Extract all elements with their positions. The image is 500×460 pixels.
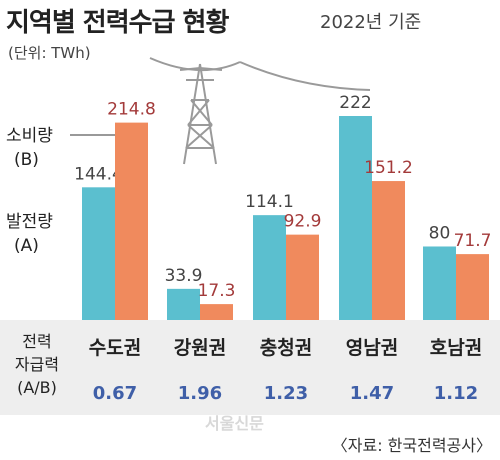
unit-label: (단위: TWh)	[8, 44, 91, 62]
legend-consumption-name: 소비량	[6, 126, 53, 146]
region-name-0: 수도권	[88, 337, 142, 359]
region-name-4: 호남권	[429, 337, 483, 359]
self-sufficiency-value-1: 1.96	[177, 383, 223, 404]
self-sufficiency-band	[0, 320, 500, 415]
self-sufficiency-value-4: 1.12	[433, 383, 479, 404]
generation-value-0: 144.4	[74, 164, 123, 184]
region-name-2: 충청권	[259, 337, 313, 359]
legend-consumption-code: (B)	[14, 150, 39, 170]
consumption-value-0: 214.8	[107, 100, 156, 120]
self-sufficiency-value-3: 1.47	[349, 383, 395, 404]
generation-bar-2	[253, 215, 286, 320]
generation-bar-4	[423, 246, 456, 320]
watermark: 서울신문	[205, 414, 264, 433]
consumption-value-3: 151.2	[364, 158, 413, 178]
generation-value-3: 222	[339, 93, 371, 113]
generation-bar-3	[339, 116, 372, 320]
ratio-label-line1: 전력	[22, 332, 52, 351]
region-name-1: 강원권	[173, 337, 227, 359]
generation-value-2: 114.1	[245, 192, 294, 212]
chart-title: 지역별 전력수급 현황	[6, 8, 229, 38]
base-year: 2022년 기준	[320, 12, 422, 33]
bars-group: 144.4 214.8 33.917.3 114.192.9 222 151.2 80 71.…	[74, 93, 492, 321]
self-sufficiency-label: 전력 자급력 (A/B)	[4, 330, 70, 399]
consumption-bar-1	[200, 304, 233, 320]
ratio-label-line3: (A/B)	[17, 378, 57, 397]
legend-generation-code: (A)	[14, 236, 39, 256]
consumption-bar-4	[456, 254, 489, 320]
generation-bar-0	[82, 187, 115, 320]
ratio-label-line2: 자급력	[14, 355, 60, 374]
legend-generation-name: 발전량	[6, 212, 53, 232]
consumption-value-2: 92.9	[284, 212, 322, 232]
region-name-3: 영남권	[345, 337, 399, 359]
source-note: 〈자료: 한국전력공사〉	[331, 436, 492, 455]
consumption-value-1: 17.3	[198, 281, 236, 301]
consumption-value-4: 71.7	[454, 231, 492, 251]
generation-bar-1	[167, 288, 200, 320]
power-tower-icon	[149, 57, 371, 165]
consumption-bar-0	[115, 122, 148, 321]
generation-value-4: 80	[429, 223, 451, 243]
self-sufficiency-value-2: 1.23	[263, 383, 309, 404]
self-sufficiency-value-0: 0.67	[92, 383, 138, 404]
consumption-bar-3	[372, 181, 405, 320]
legend-generation: 발전량 (A)	[6, 210, 53, 258]
consumption-bar-2	[286, 234, 319, 320]
generation-value-1: 33.9	[165, 266, 203, 286]
legend-consumption: 소비량 (B)	[6, 124, 53, 172]
